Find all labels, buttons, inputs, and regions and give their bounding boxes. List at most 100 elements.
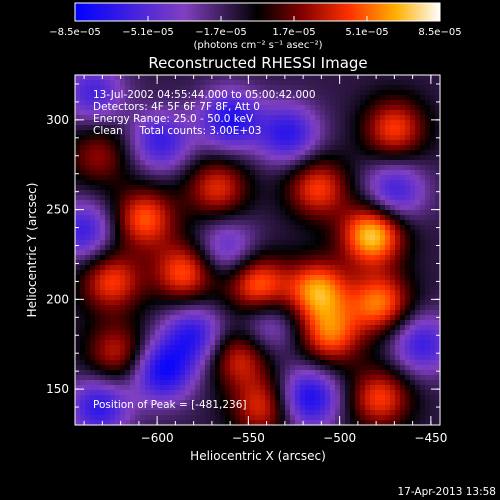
heatmap-cell — [280, 285, 286, 291]
heatmap-cell — [395, 240, 401, 246]
heatmap-cell — [145, 325, 151, 331]
heatmap-cell — [130, 280, 136, 286]
heatmap-cell — [275, 385, 281, 391]
heatmap-cell — [225, 220, 231, 226]
heatmap-cell — [355, 320, 361, 326]
heatmap-cell — [225, 395, 231, 401]
heatmap-cell — [165, 140, 171, 146]
heatmap-cell — [170, 110, 176, 116]
heatmap-cell — [280, 395, 286, 401]
heatmap-cell — [140, 325, 146, 331]
heatmap-cell — [130, 195, 136, 201]
heatmap-cell — [410, 90, 416, 96]
heatmap-cell — [395, 210, 401, 216]
heatmap-cell — [195, 200, 201, 206]
heatmap-cell — [360, 340, 366, 346]
heatmap-cell — [295, 265, 301, 271]
heatmap-cell — [110, 135, 116, 141]
heatmap-cell — [225, 240, 231, 246]
heatmap-cell — [280, 235, 286, 241]
heatmap-cell — [335, 395, 341, 401]
heatmap-cell — [400, 200, 406, 206]
heatmap-cell — [250, 145, 256, 151]
heatmap-cell — [380, 205, 386, 211]
heatmap-cell — [270, 220, 276, 226]
heatmap-cell — [180, 110, 186, 116]
heatmap-cell — [140, 185, 146, 191]
heatmap-cell — [90, 215, 96, 221]
heatmap-cell — [110, 140, 116, 146]
heatmap-cell — [295, 250, 301, 256]
heatmap-cell — [395, 170, 401, 176]
heatmap-cell — [235, 405, 241, 411]
heatmap-cell — [360, 170, 366, 176]
heatmap-cell — [135, 415, 141, 421]
heatmap-cell — [220, 135, 226, 141]
heatmap-cell — [360, 215, 366, 221]
heatmap-cell — [245, 325, 251, 331]
heatmap-cell — [410, 80, 416, 86]
heatmap-cell — [345, 255, 351, 261]
heatmap-cell — [230, 315, 236, 321]
heatmap-cell — [335, 205, 341, 211]
heatmap-cell — [390, 340, 396, 346]
heatmap-cell — [95, 110, 101, 116]
heatmap-cell — [160, 250, 166, 256]
heatmap-cell — [350, 180, 356, 186]
heatmap-cell — [275, 245, 281, 251]
heatmap-cell — [255, 210, 261, 216]
heatmap-cell — [190, 290, 196, 296]
heatmap-cell — [310, 395, 316, 401]
heatmap-cell — [145, 200, 151, 206]
heatmap-cell — [135, 225, 141, 231]
heatmap-cell — [340, 395, 346, 401]
heatmap-cell — [130, 290, 136, 296]
heatmap-cell — [180, 310, 186, 316]
heatmap-cell — [170, 145, 176, 151]
heatmap-cell — [125, 145, 131, 151]
heatmap-cell — [300, 140, 306, 146]
heatmap-cell — [265, 185, 271, 191]
heatmap-cell — [385, 380, 391, 386]
heatmap-cell — [190, 230, 196, 236]
heatmap-cell — [400, 310, 406, 316]
heatmap-cell — [400, 165, 406, 171]
heatmap-cell — [230, 195, 236, 201]
heatmap-cell — [345, 235, 351, 241]
heatmap-cell — [190, 405, 196, 411]
heatmap-cell — [145, 190, 151, 196]
heatmap-cell — [260, 85, 266, 91]
heatmap-cell — [370, 355, 376, 361]
heatmap-cell — [285, 95, 291, 101]
heatmap-cell — [275, 370, 281, 376]
heatmap-cell — [300, 360, 306, 366]
heatmap-cell — [225, 315, 231, 321]
heatmap-cell — [320, 110, 326, 116]
heatmap-cell — [365, 200, 371, 206]
heatmap-cell — [270, 185, 276, 191]
heatmap-cell — [240, 210, 246, 216]
heatmap-cell — [420, 260, 426, 266]
heatmap-cell — [125, 220, 131, 226]
heatmap-cell — [145, 75, 151, 81]
heatmap-cell — [220, 280, 226, 286]
heatmap-cell — [160, 400, 166, 406]
heatmap-cell — [310, 335, 316, 341]
heatmap-cell — [330, 385, 336, 391]
heatmap-cell — [380, 125, 386, 131]
heatmap-cell — [350, 245, 356, 251]
heatmap-cell — [425, 280, 431, 286]
heatmap-cell — [255, 90, 261, 96]
heatmap-cell — [160, 85, 166, 91]
heatmap-cell — [430, 165, 436, 171]
heatmap-cell — [125, 395, 131, 401]
heatmap-cell — [325, 190, 331, 196]
heatmap-cell — [365, 360, 371, 366]
heatmap-cell — [240, 130, 246, 136]
heatmap-cell — [255, 375, 261, 381]
heatmap-cell — [400, 110, 406, 116]
heatmap-cell — [275, 280, 281, 286]
heatmap-cell — [200, 310, 206, 316]
heatmap-cell — [180, 250, 186, 256]
heatmap-cell — [295, 380, 301, 386]
